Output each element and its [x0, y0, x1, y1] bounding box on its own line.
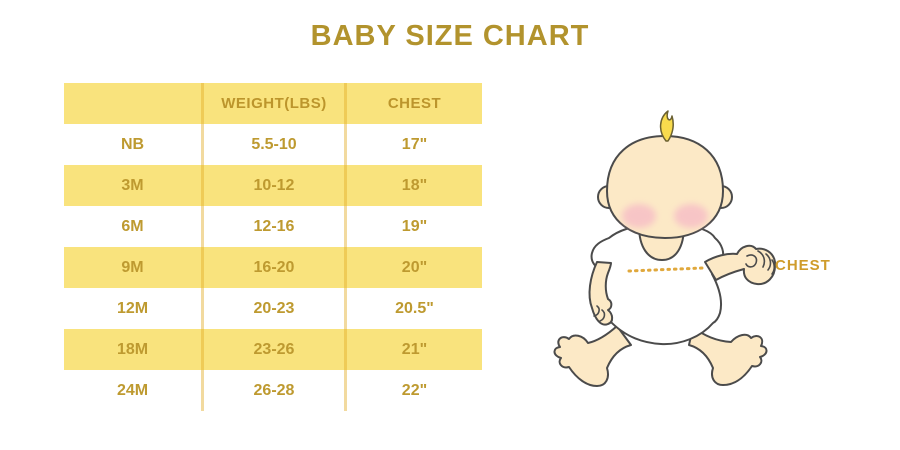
table-header-row: WEIGHT(LBS) CHEST	[64, 83, 482, 124]
size-cell: 9M	[121, 258, 144, 276]
chest-cell: 20"	[344, 247, 482, 288]
weight-cell: 16-20	[201, 247, 344, 288]
size-cell: 12M	[116, 299, 149, 317]
table-row: 12M 20-23 20.5"	[64, 288, 482, 329]
weight-cell: 20-23	[201, 288, 344, 329]
baby-left-leg	[553, 325, 632, 387]
baby-hair-tuft	[659, 110, 674, 142]
table-row: 9M 16-20 20"	[64, 247, 482, 288]
table-row: 18M 23-26 21"	[64, 329, 482, 370]
size-cell: 6M	[121, 217, 144, 235]
weight-cell: 23-26	[201, 329, 344, 370]
weight-cell: 5.5-10	[201, 124, 344, 165]
size-cell: 3M	[121, 176, 144, 194]
table-row: 3M 10-12 18"	[64, 165, 482, 206]
chest-measure-line	[627, 266, 705, 273]
table-row: 6M 12-16 19"	[64, 206, 482, 247]
chest-cell: 21"	[344, 329, 482, 370]
baby-right-leg	[688, 326, 768, 386]
chest-cell: 20.5"	[344, 288, 482, 329]
baby-left-arm	[588, 261, 614, 326]
size-cell: 24M	[116, 381, 149, 399]
baby-head	[605, 134, 725, 240]
chest-label: CHEST	[775, 257, 831, 274]
size-table: WEIGHT(LBS) CHEST NB 5.5-10 17" 3M 10-12…	[64, 83, 482, 411]
baby-cheeks	[622, 204, 708, 228]
page-title: BABY SIZE CHART	[310, 20, 590, 52]
chest-cell: 22"	[344, 370, 482, 411]
table-row: 24M 26-28 22"	[64, 370, 482, 411]
hand-detail-lines	[593, 250, 776, 322]
chest-cell: 19"	[344, 206, 482, 247]
header-chest-cell: CHEST	[344, 83, 482, 124]
header-size-cell	[64, 83, 201, 124]
table-row: NB 5.5-10 17"	[64, 124, 482, 165]
weight-cell: 12-16	[201, 206, 344, 247]
header-weight-cell: WEIGHT(LBS)	[201, 83, 344, 124]
weight-cell: 10-12	[201, 165, 344, 206]
weight-cell: 26-28	[201, 370, 344, 411]
baby-illustration	[545, 105, 845, 405]
size-cell: NB	[120, 135, 145, 153]
size-cell: 18M	[116, 340, 149, 358]
chest-cell: 17"	[344, 124, 482, 165]
baby-svg	[553, 110, 777, 387]
chest-cell: 18"	[344, 165, 482, 206]
